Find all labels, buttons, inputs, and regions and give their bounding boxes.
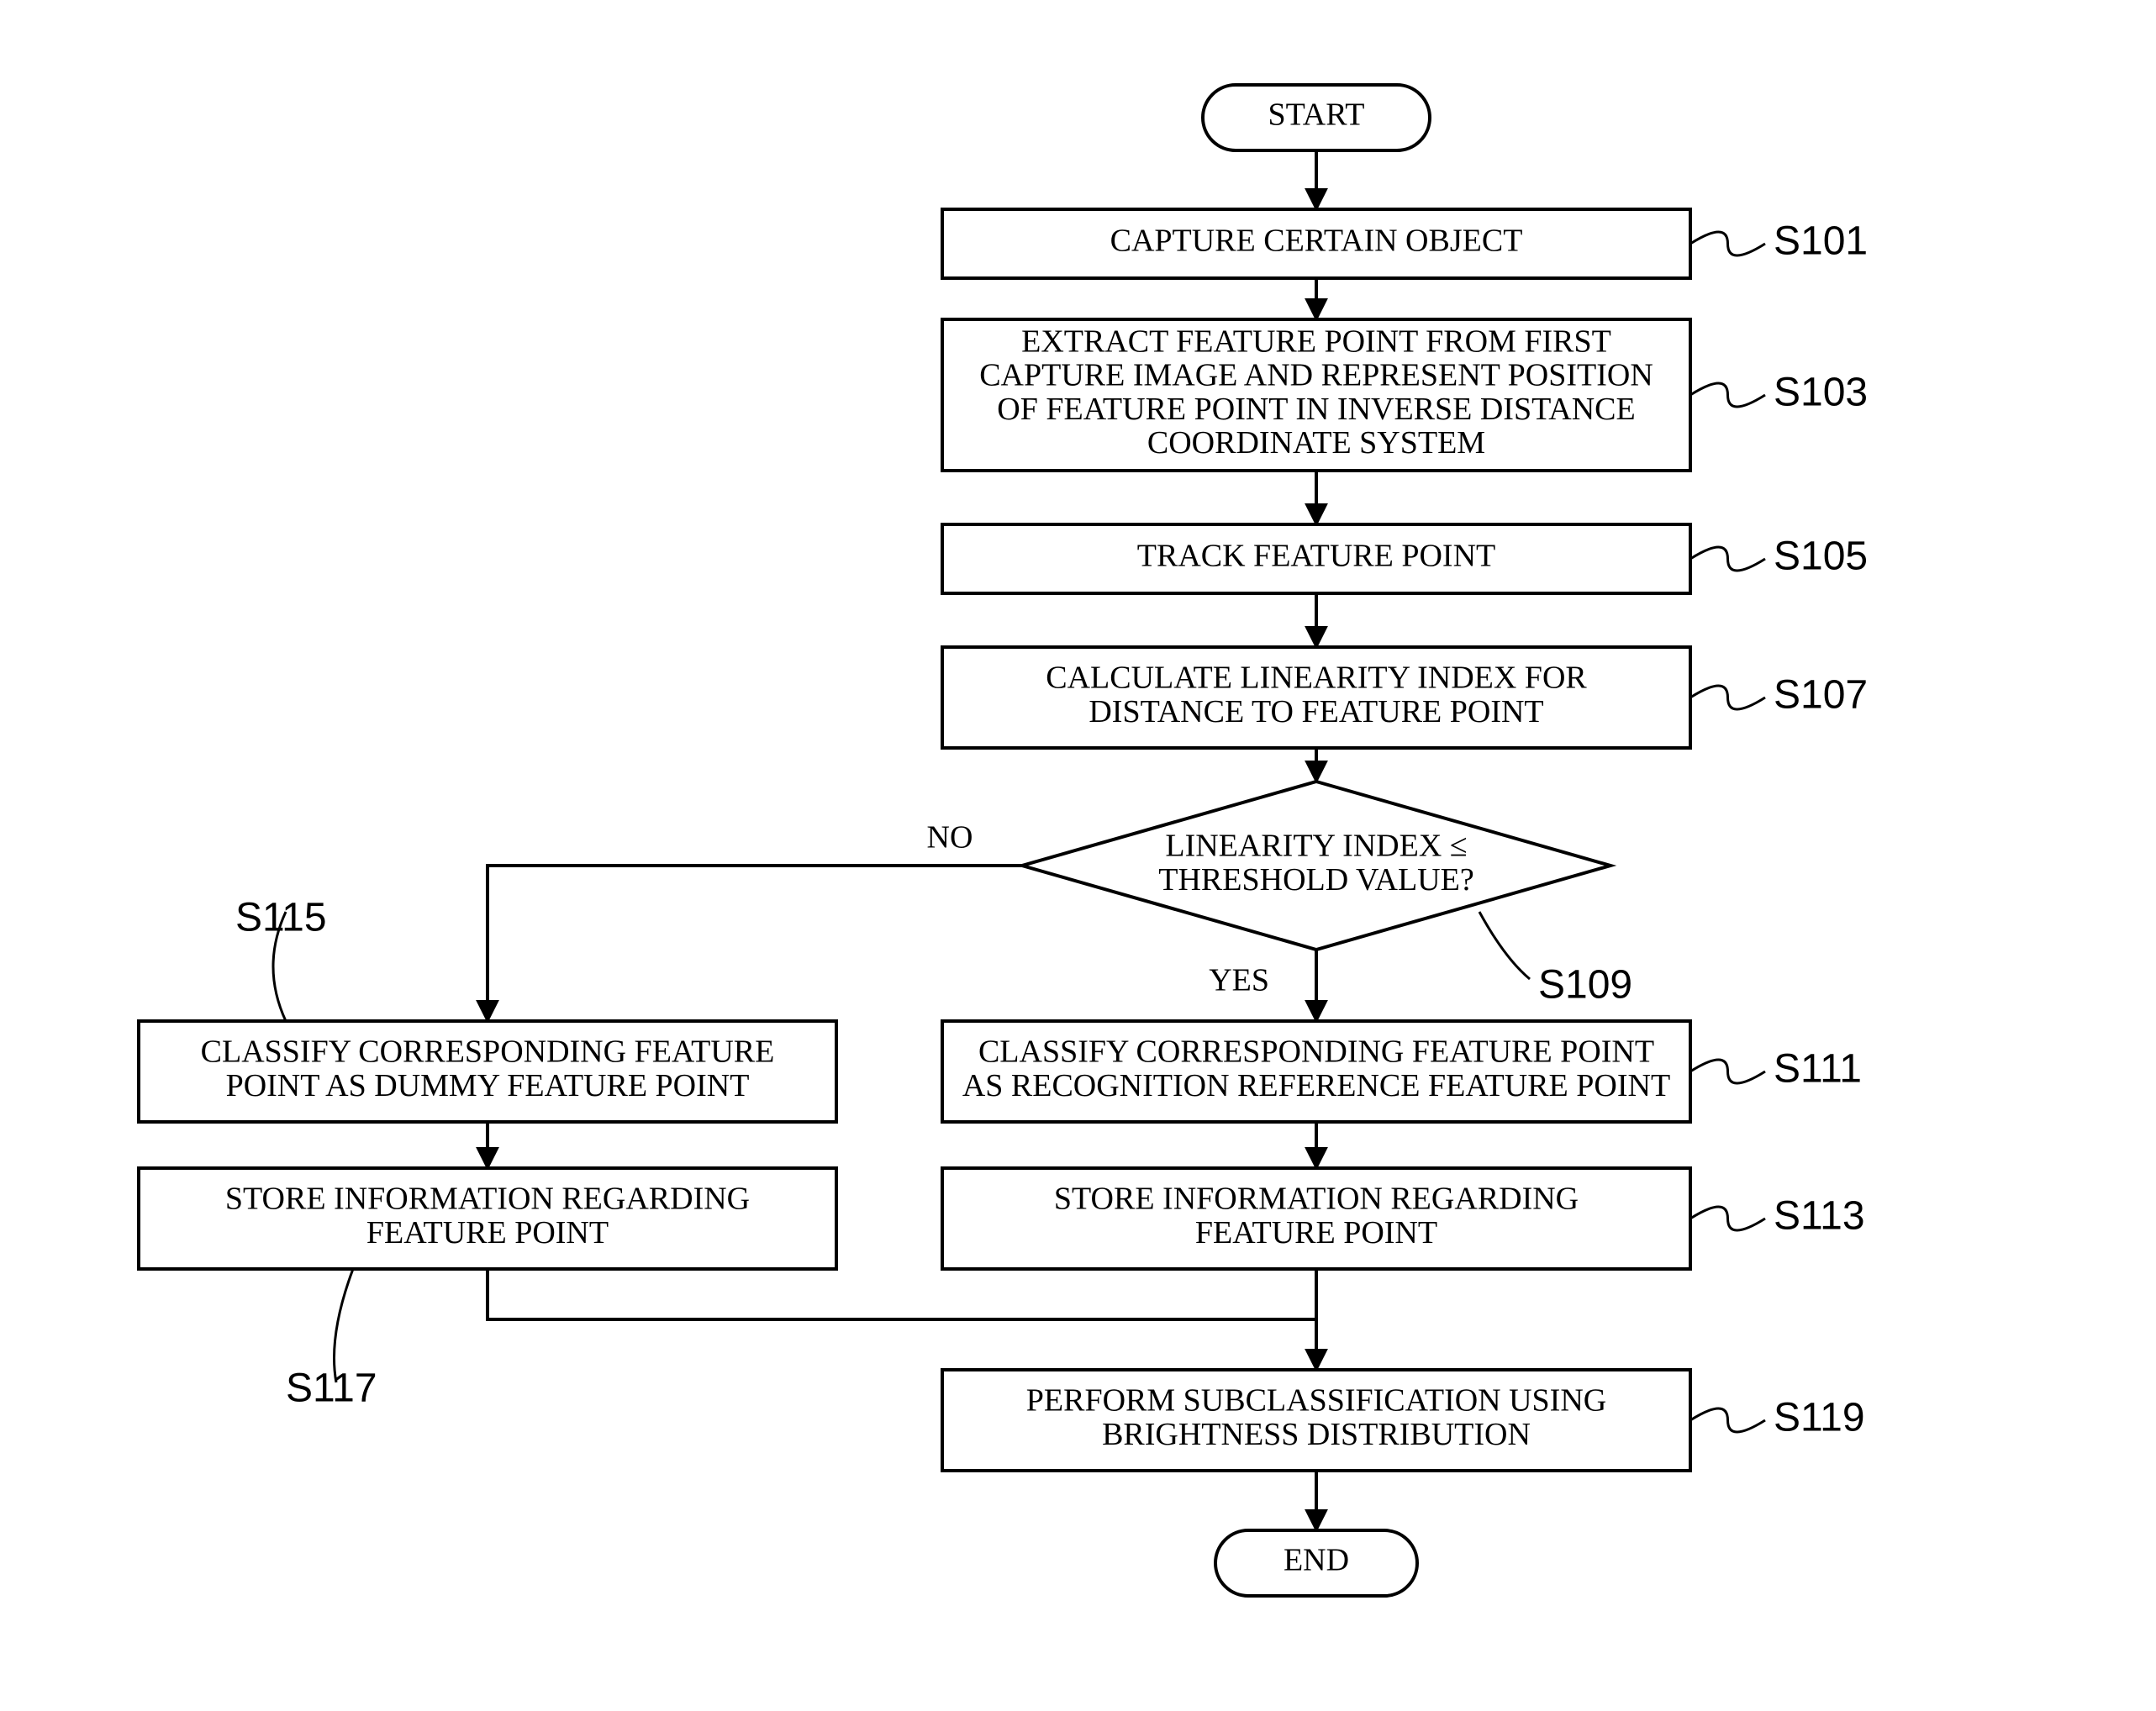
step-label-S117: S117 bbox=[286, 1366, 377, 1411]
step-label-S107: S107 bbox=[1774, 673, 1868, 718]
edge-label-yes: YES bbox=[1209, 963, 1269, 998]
step-label-S113: S113 bbox=[1774, 1194, 1865, 1239]
node-s103: EXTRACT FEATURE POINT FROM FIRSTCAPTURE … bbox=[942, 319, 1690, 471]
step-label-hook-S113 bbox=[1690, 1207, 1765, 1230]
step-label-hook-S103 bbox=[1690, 383, 1765, 407]
node-s103-text-line-1: CAPTURE IMAGE AND REPRESENT POSITION bbox=[979, 358, 1653, 393]
step-label-S119: S119 bbox=[1774, 1396, 1865, 1440]
step-label-hook-S111 bbox=[1690, 1060, 1765, 1083]
step-label-hook-S105 bbox=[1690, 547, 1765, 571]
node-s107-text-line-0: CALCULATE LINEARITY INDEX FOR bbox=[1046, 661, 1587, 696]
node-s111: CLASSIFY CORRESPONDING FEATURE POINTAS R… bbox=[942, 1021, 1690, 1122]
node-s109: LINEARITY INDEX ≤THRESHOLD VALUE? bbox=[1022, 782, 1610, 950]
node-s107: CALCULATE LINEARITY INDEX FORDISTANCE TO… bbox=[942, 647, 1690, 748]
node-s113-text-line-1: FEATURE POINT bbox=[1195, 1215, 1437, 1250]
node-s113: STORE INFORMATION REGARDINGFEATURE POINT bbox=[942, 1168, 1690, 1269]
step-label-S101: S101 bbox=[1774, 219, 1868, 264]
node-s101-text-line-0: CAPTURE CERTAIN OBJECT bbox=[1110, 224, 1523, 259]
step-label-hook-S109 bbox=[1479, 912, 1530, 979]
step-label-S111: S111 bbox=[1774, 1047, 1862, 1092]
node-s117-text-line-0: STORE INFORMATION REGARDING bbox=[225, 1182, 750, 1217]
node-s113-text-line-0: STORE INFORMATION REGARDING bbox=[1054, 1182, 1579, 1217]
node-s115-text-line-0: CLASSIFY CORRESPONDING FEATURE bbox=[201, 1034, 775, 1070]
node-s105: TRACK FEATURE POINT bbox=[942, 524, 1690, 593]
edge-label-no: NO bbox=[927, 820, 973, 856]
edge-s117-to-s119-merge bbox=[488, 1269, 1316, 1319]
node-s109-text-line-1: THRESHOLD VALUE? bbox=[1158, 862, 1473, 898]
node-start: START bbox=[1203, 85, 1430, 150]
step-label-S103: S103 bbox=[1774, 371, 1868, 415]
node-s117-text-line-1: FEATURE POINT bbox=[366, 1215, 609, 1250]
node-s107-text-line-1: DISTANCE TO FEATURE POINT bbox=[1089, 694, 1543, 729]
step-label-hook-S101 bbox=[1690, 232, 1765, 255]
node-s119-text-line-0: PERFORM SUBCLASSIFICATION USING bbox=[1026, 1383, 1606, 1419]
step-label-hook-S119 bbox=[1690, 1408, 1765, 1432]
node-s103-text-line-2: OF FEATURE POINT IN INVERSE DISTANCE bbox=[997, 392, 1635, 427]
edge-s109-to-s115 bbox=[488, 866, 1022, 1021]
node-s109-text-line-0: LINEARITY INDEX ≤ bbox=[1165, 829, 1467, 864]
node-s119-text-line-1: BRIGHTNESS DISTRIBUTION bbox=[1102, 1417, 1531, 1452]
node-s111-text-line-1: AS RECOGNITION REFERENCE FEATURE POINT bbox=[962, 1068, 1670, 1103]
node-s101: CAPTURE CERTAIN OBJECT bbox=[942, 209, 1690, 278]
node-s103-text-line-0: EXTRACT FEATURE POINT FROM FIRST bbox=[1021, 324, 1611, 359]
node-end-text-line-0: END bbox=[1284, 1543, 1349, 1578]
step-label-S115: S115 bbox=[235, 896, 327, 940]
node-s117: STORE INFORMATION REGARDINGFEATURE POINT bbox=[139, 1168, 836, 1269]
node-s119: PERFORM SUBCLASSIFICATION USINGBRIGHTNES… bbox=[942, 1370, 1690, 1471]
node-start-text-line-0: START bbox=[1268, 97, 1364, 133]
node-s105-text-line-0: TRACK FEATURE POINT bbox=[1137, 539, 1495, 574]
node-s103-text-line-3: COORDINATE SYSTEM bbox=[1147, 425, 1485, 461]
node-s111-text-line-0: CLASSIFY CORRESPONDING FEATURE POINT bbox=[978, 1034, 1654, 1070]
step-label-S109: S109 bbox=[1538, 963, 1632, 1008]
flowchart-diagram: YES NO START CAPTURE CERTAIN OBJECT EXTRACT … bbox=[0, 0, 2156, 1711]
node-s115-text-line-1: POINT AS DUMMY FEATURE POINT bbox=[226, 1068, 750, 1103]
step-label-S105: S105 bbox=[1774, 534, 1868, 579]
node-end: END bbox=[1215, 1530, 1417, 1596]
node-s115: CLASSIFY CORRESPONDING FEATUREPOINT AS D… bbox=[139, 1021, 836, 1122]
step-label-hook-S107 bbox=[1690, 686, 1765, 709]
